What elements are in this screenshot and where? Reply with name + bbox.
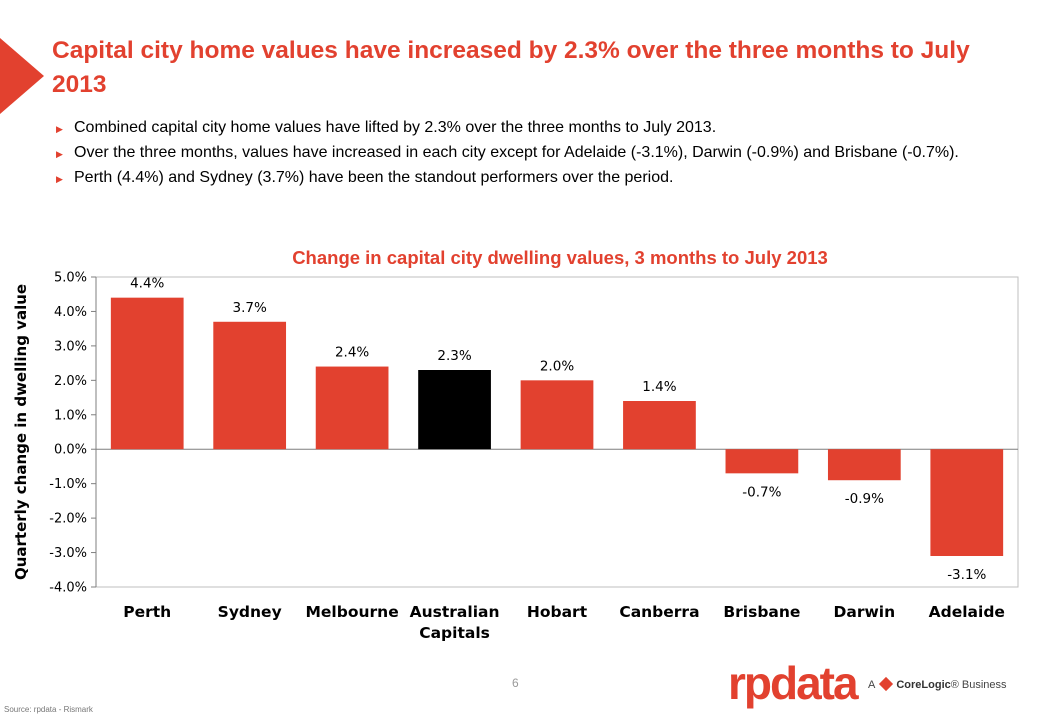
- y-tick-label: -1.0%: [49, 477, 87, 492]
- bullet-item: Combined capital city home values have l…: [56, 117, 976, 140]
- data-label: 2.4%: [335, 345, 369, 361]
- bar: [827, 449, 901, 481]
- bar: [725, 449, 799, 474]
- bar-chart: 5.0% 4.0% 3.0% 2.0% 1.0% 0.0% -1.0% -2.0% -3.0% -…: [12, 271, 1019, 642]
- y-tick-label: 0.0%: [54, 443, 87, 458]
- chart-title: Change in capital city dwelling values, …: [292, 247, 828, 268]
- data-label: -3.1%: [947, 567, 986, 583]
- bullet-item: Over the three months, values have incre…: [56, 142, 976, 165]
- data-label: -0.9%: [845, 491, 884, 507]
- x-tick-label: Brisbane: [723, 603, 800, 621]
- corelogic-diamond-icon: [879, 676, 894, 692]
- y-tick-label: 2.0%: [54, 374, 87, 389]
- rpdata-logo: rpdata: [728, 657, 859, 709]
- x-tick-label: Canberra: [619, 603, 699, 621]
- x-tick-label: Australian: [410, 603, 500, 621]
- y-tick-label: 4.0%: [54, 305, 87, 320]
- x-tick-label: Perth: [123, 603, 171, 621]
- bar: [110, 297, 184, 450]
- x-tick-label: Hobart: [527, 603, 588, 621]
- data-label: 3.7%: [233, 300, 267, 316]
- y-tick-label: -3.0%: [49, 546, 87, 561]
- data-label: 4.4%: [130, 276, 164, 292]
- bar: [520, 380, 594, 450]
- data-label: 2.0%: [540, 358, 574, 374]
- tagline-prefix: A: [868, 679, 876, 691]
- bar: [930, 449, 1004, 556]
- title-accent-arrow: [0, 38, 44, 114]
- bullet-item: Perth (4.4%) and Sydney (3.7%) have been…: [56, 167, 976, 190]
- tagline-suffix: ® Business: [950, 679, 1007, 691]
- x-tick-label: Darwin: [834, 603, 896, 621]
- page-number: 6: [512, 676, 519, 690]
- x-tick-label: Sydney: [218, 603, 282, 621]
- bar: [213, 321, 287, 450]
- data-label: -0.7%: [742, 484, 781, 500]
- bar: [418, 370, 491, 450]
- x-tick-label: Melbourne: [305, 603, 398, 621]
- y-tick-label: -4.0%: [49, 581, 87, 596]
- bullet-list: Combined capital city home values have l…: [56, 117, 976, 192]
- y-tick-label: 3.0%: [54, 339, 87, 354]
- data-label: 1.4%: [642, 379, 676, 395]
- bar: [315, 366, 389, 450]
- y-tick-label: 1.0%: [54, 408, 87, 423]
- x-tick-label: Adelaide: [929, 603, 1005, 621]
- x-tick-label: Capitals: [419, 624, 490, 642]
- y-tick-label: 5.0%: [54, 271, 87, 286]
- tagline-company: CoreLogic: [896, 679, 951, 691]
- source-note: Source: rpdata - Rismark: [4, 705, 93, 714]
- slide-title: Capital city home values have increased …: [52, 37, 970, 98]
- y-tick-label: -2.0%: [49, 512, 87, 527]
- corelogic-tagline: A CoreLogic® Business: [868, 676, 1007, 692]
- y-axis-title: Quarterly change in dwelling value: [12, 284, 30, 580]
- data-label: 2.3%: [437, 348, 471, 364]
- bar: [623, 401, 696, 450]
